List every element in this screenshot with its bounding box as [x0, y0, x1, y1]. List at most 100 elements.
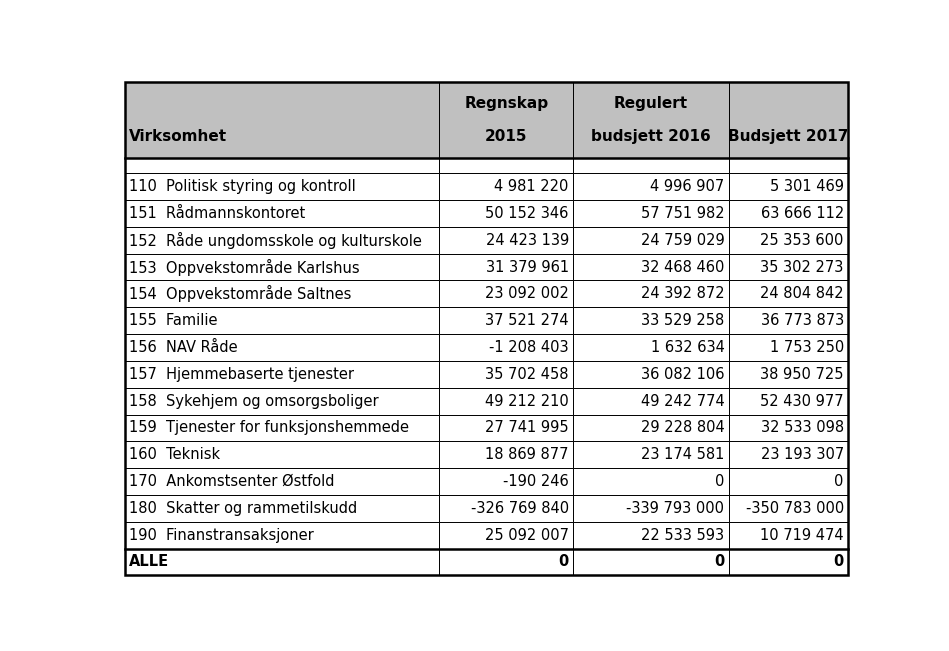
- Bar: [124, 173, 439, 200]
- Text: 18 869 877: 18 869 877: [485, 447, 568, 462]
- Bar: [729, 158, 848, 173]
- Text: 24 392 872: 24 392 872: [641, 286, 724, 301]
- Text: -326 769 840: -326 769 840: [471, 501, 568, 516]
- Bar: [729, 415, 848, 441]
- Text: 4 996 907: 4 996 907: [650, 179, 724, 194]
- Text: Budsjett 2017: Budsjett 2017: [728, 129, 848, 144]
- Bar: [439, 334, 573, 361]
- Text: 25 353 600: 25 353 600: [760, 232, 844, 248]
- Text: 158  Sykehjem og omsorgsboliger: 158 Sykehjem og omsorgsboliger: [129, 394, 379, 409]
- Bar: [439, 495, 573, 521]
- Bar: [439, 281, 573, 307]
- Bar: [729, 254, 848, 281]
- Bar: [124, 158, 439, 173]
- Text: 1 632 634: 1 632 634: [650, 340, 724, 355]
- Bar: [573, 281, 729, 307]
- Bar: [124, 495, 439, 521]
- Text: Virksomhet: Virksomhet: [129, 129, 227, 144]
- Bar: [729, 521, 848, 549]
- Bar: [124, 82, 439, 158]
- Text: 27 741 995: 27 741 995: [485, 421, 568, 436]
- Text: 0: 0: [559, 555, 568, 570]
- Text: 52 430 977: 52 430 977: [760, 394, 844, 409]
- Bar: [729, 281, 848, 307]
- Bar: [573, 468, 729, 495]
- Bar: [573, 495, 729, 521]
- Text: 4 981 220: 4 981 220: [494, 179, 568, 194]
- Text: 38 950 725: 38 950 725: [760, 367, 844, 381]
- Text: 23 092 002: 23 092 002: [485, 286, 568, 301]
- Text: -339 793 000: -339 793 000: [626, 501, 724, 516]
- Bar: [573, 227, 729, 254]
- Bar: [439, 227, 573, 254]
- Bar: [729, 173, 848, 200]
- Text: 153  Oppvekstområde Karlshus: 153 Oppvekstområde Karlshus: [129, 258, 360, 275]
- Text: 50 152 346: 50 152 346: [486, 206, 568, 221]
- Bar: [124, 388, 439, 415]
- Text: 35 302 273: 35 302 273: [760, 260, 844, 275]
- Bar: [573, 158, 729, 173]
- Text: 25 092 007: 25 092 007: [485, 528, 568, 543]
- Text: -350 783 000: -350 783 000: [746, 501, 844, 516]
- Text: 23 193 307: 23 193 307: [760, 447, 844, 462]
- Text: -1 208 403: -1 208 403: [489, 340, 568, 355]
- Text: 29 228 804: 29 228 804: [641, 421, 724, 436]
- Text: 24 423 139: 24 423 139: [486, 232, 568, 248]
- Text: 33 529 258: 33 529 258: [642, 313, 724, 328]
- Bar: [439, 441, 573, 468]
- Bar: [729, 495, 848, 521]
- Text: 36 773 873: 36 773 873: [760, 313, 844, 328]
- Bar: [439, 200, 573, 227]
- Text: -190 246: -190 246: [503, 474, 568, 489]
- Text: 37 521 274: 37 521 274: [485, 313, 568, 328]
- Text: 32 468 460: 32 468 460: [641, 260, 724, 275]
- Text: 170  Ankomstsenter Østfold: 170 Ankomstsenter Østfold: [129, 474, 334, 489]
- Text: 154  Oppvekstområde Saltnes: 154 Oppvekstområde Saltnes: [129, 285, 351, 302]
- Text: 32 533 098: 32 533 098: [761, 421, 844, 436]
- Text: ALLE: ALLE: [129, 555, 169, 570]
- Text: 152  Råde ungdomsskole og kulturskole: 152 Råde ungdomsskole og kulturskole: [129, 232, 421, 249]
- Bar: [573, 173, 729, 200]
- Bar: [439, 307, 573, 334]
- Bar: [573, 361, 729, 388]
- Bar: [573, 200, 729, 227]
- Text: Regnskap: Regnskap: [464, 96, 549, 111]
- Text: 24 804 842: 24 804 842: [760, 286, 844, 301]
- Text: 0: 0: [833, 555, 844, 570]
- Text: 10 719 474: 10 719 474: [760, 528, 844, 543]
- Bar: [573, 307, 729, 334]
- Bar: [573, 521, 729, 549]
- Bar: [729, 307, 848, 334]
- Bar: [124, 334, 439, 361]
- Text: 0: 0: [715, 474, 724, 489]
- Text: 31 379 961: 31 379 961: [486, 260, 568, 275]
- Bar: [573, 82, 729, 158]
- Text: 63 666 112: 63 666 112: [760, 206, 844, 221]
- Text: 57 751 982: 57 751 982: [641, 206, 724, 221]
- Bar: [729, 441, 848, 468]
- Bar: [439, 549, 573, 575]
- Text: Regulert: Regulert: [614, 96, 688, 111]
- Bar: [729, 549, 848, 575]
- Bar: [573, 441, 729, 468]
- Bar: [124, 415, 439, 441]
- Text: 35 702 458: 35 702 458: [485, 367, 568, 381]
- Text: budsjett 2016: budsjett 2016: [591, 129, 711, 144]
- Bar: [729, 388, 848, 415]
- Bar: [124, 254, 439, 281]
- Text: 160  Teknisk: 160 Teknisk: [129, 447, 220, 462]
- Bar: [729, 200, 848, 227]
- Bar: [124, 441, 439, 468]
- Bar: [573, 549, 729, 575]
- Bar: [124, 549, 439, 575]
- Bar: [573, 254, 729, 281]
- Bar: [439, 173, 573, 200]
- Bar: [439, 468, 573, 495]
- Text: 156  NAV Råde: 156 NAV Råde: [129, 340, 237, 355]
- Text: 36 082 106: 36 082 106: [641, 367, 724, 381]
- Bar: [729, 468, 848, 495]
- Bar: [439, 82, 573, 158]
- Text: 23 174 581: 23 174 581: [641, 447, 724, 462]
- Bar: [573, 388, 729, 415]
- Text: 2015: 2015: [485, 129, 528, 144]
